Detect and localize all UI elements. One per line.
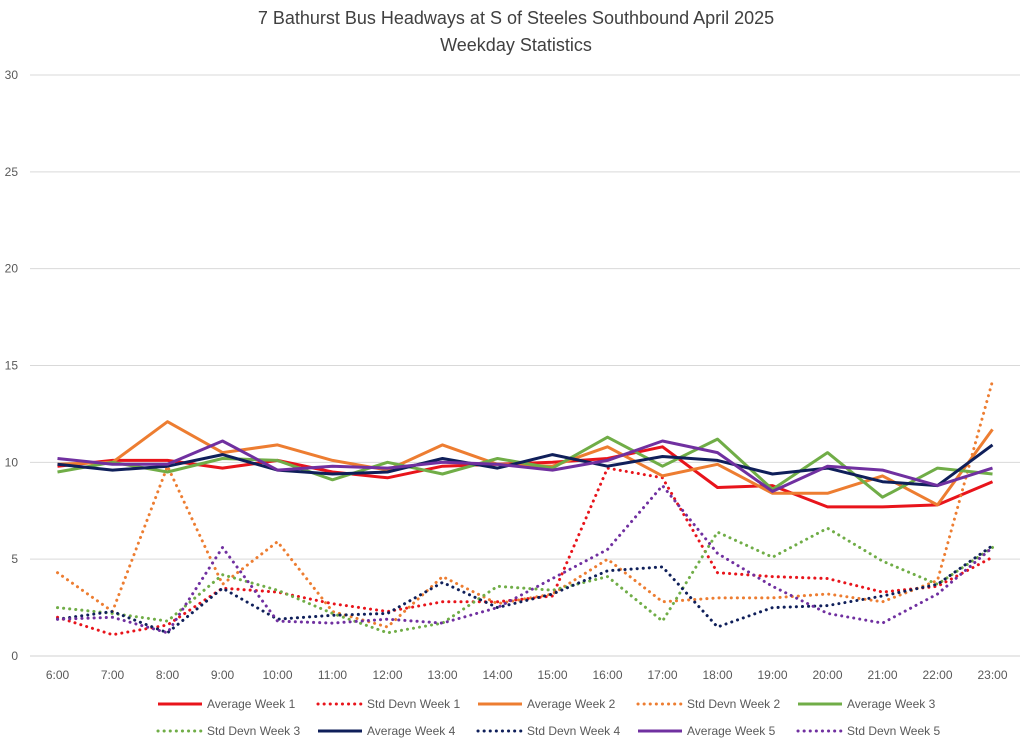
- legend: Average Week 1 Std Devn Week 1 Average Wee…: [158, 697, 940, 738]
- x-tick-label: 19:00: [757, 668, 787, 682]
- x-tick-label: 22:00: [922, 668, 952, 682]
- y-tick-label: 5: [11, 552, 18, 566]
- series-line-std-devn-week-3: [58, 528, 993, 633]
- x-tick-label: 20:00: [812, 668, 842, 682]
- x-tick-label: 10:00: [262, 668, 292, 682]
- legend-label: Average Week 1: [207, 697, 296, 711]
- x-tick-label: 6:00: [46, 668, 70, 682]
- x-tick-label: 7:00: [101, 668, 125, 682]
- chart-subtitle: Weekday Statistics: [440, 35, 592, 55]
- series-line-average-week-1: [58, 447, 993, 507]
- legend-label: Std Devn Week 2: [687, 697, 780, 711]
- series-line-std-devn-week-2: [58, 381, 993, 627]
- y-axis-ticks: 0 5 10 15 20 25 30: [5, 68, 19, 663]
- y-tick-label: 10: [5, 455, 19, 469]
- y-tick-label: 20: [5, 262, 19, 276]
- legend-label: Std Devn Week 1: [367, 697, 460, 711]
- x-axis-ticks: 6:00 7:00 8:00 9:00 10:00 11:00 12:00 13:00 14:0…: [46, 668, 1008, 682]
- legend-label: Std Devn Week 4: [527, 724, 620, 738]
- x-tick-label: 16:00: [592, 668, 622, 682]
- x-tick-label: 12:00: [372, 668, 402, 682]
- x-tick-label: 18:00: [702, 668, 732, 682]
- series-line-average-week-5: [58, 441, 993, 491]
- legend-label: Average Week 2: [527, 697, 616, 711]
- legend-label: Std Devn Week 3: [207, 724, 300, 738]
- x-tick-label: 17:00: [647, 668, 677, 682]
- legend-label: Std Devn Week 5: [847, 724, 940, 738]
- legend-label: Average Week 3: [847, 697, 936, 711]
- x-tick-label: 13:00: [427, 668, 457, 682]
- y-tick-label: 15: [5, 359, 19, 373]
- gridlines: [30, 75, 1020, 656]
- x-tick-label: 9:00: [211, 668, 235, 682]
- x-tick-label: 21:00: [867, 668, 897, 682]
- y-tick-label: 0: [11, 649, 18, 663]
- x-tick-label: 14:00: [482, 668, 512, 682]
- legend-label: Average Week 5: [687, 724, 776, 738]
- y-tick-label: 25: [5, 165, 19, 179]
- x-tick-label: 23:00: [977, 668, 1007, 682]
- chart-title: 7 Bathurst Bus Headways at S of Steeles …: [258, 8, 774, 28]
- legend-label: Average Week 4: [367, 724, 456, 738]
- x-tick-label: 15:00: [537, 668, 567, 682]
- y-tick-label: 30: [5, 68, 19, 82]
- x-tick-label: 8:00: [156, 668, 180, 682]
- series-lines: [57, 381, 992, 635]
- x-tick-label: 11:00: [318, 668, 347, 682]
